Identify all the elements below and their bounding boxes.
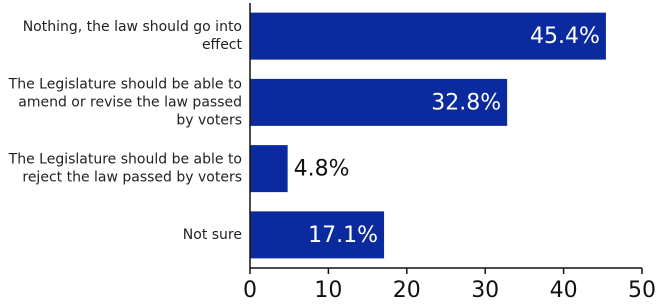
x-tick-label: 0 [243, 278, 257, 303]
category-label: Nothing, the law should go into effect [23, 19, 243, 53]
category-label: Not sure [183, 227, 242, 243]
value-label: 4.8% [294, 157, 350, 182]
value-label: 32.8% [431, 90, 501, 115]
bar [250, 12, 606, 60]
x-tick-label: 40 [550, 278, 578, 303]
bar [250, 78, 508, 126]
x-tick-label: 10 [314, 278, 342, 303]
x-tick-label: 20 [393, 278, 421, 303]
x-tick-label: 50 [628, 278, 656, 303]
value-label: 17.1% [308, 223, 378, 248]
value-label: 45.4% [530, 24, 600, 49]
category-label: The Legislature should be able to amend o… [8, 76, 242, 128]
category-label: The Legislature should be able to reject … [8, 152, 242, 186]
x-tick-label: 30 [471, 278, 499, 303]
bar [250, 211, 385, 259]
bar [250, 145, 288, 193]
